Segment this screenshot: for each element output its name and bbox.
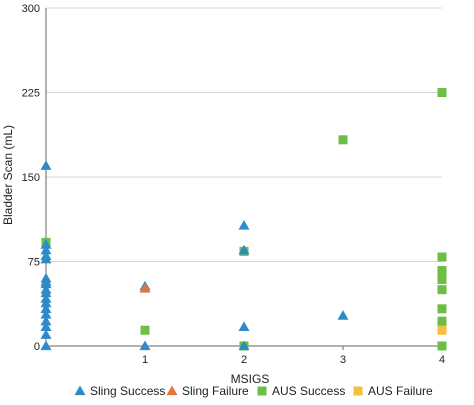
sling-success-point xyxy=(139,340,151,351)
aus-success-point xyxy=(437,266,447,276)
x-tick-label: 4 xyxy=(439,354,445,366)
aus-success-point xyxy=(437,318,447,328)
tick-labels: 0 75 150 225 300 1 2 3 4 xyxy=(22,3,445,366)
aus-success-point xyxy=(437,285,447,295)
x-tick-label: 3 xyxy=(340,354,346,366)
x-tick-label: 1 xyxy=(142,354,148,366)
y-tick-label: 75 xyxy=(28,257,40,269)
y-tick-label: 0 xyxy=(34,341,40,353)
aus-success-point xyxy=(437,88,447,97)
aus-success-point xyxy=(437,341,447,351)
aus-success-point xyxy=(437,252,447,262)
data-points xyxy=(40,88,447,351)
sling-success-point xyxy=(238,340,250,351)
aus-success-point xyxy=(338,135,348,145)
sling-success-point xyxy=(238,219,250,230)
sling-success-point xyxy=(238,321,250,331)
aus-success-point xyxy=(437,304,447,314)
axes xyxy=(45,8,443,350)
sling-failure-point xyxy=(139,283,151,293)
legend-item-aus-failure: AUS Failure xyxy=(353,384,433,398)
legend-label: Sling Success xyxy=(90,384,165,398)
legend-label: Sling Failure xyxy=(182,384,249,398)
legend-marker-aus-failure xyxy=(353,386,363,396)
sling-success-point xyxy=(40,315,52,326)
sling-success-point xyxy=(40,239,52,249)
sling-success-point xyxy=(40,287,52,298)
legend-label: AUS Failure xyxy=(368,384,433,398)
legend-label: AUS Success xyxy=(272,384,345,398)
sling-success-point xyxy=(40,303,52,313)
sling-success-point xyxy=(40,329,52,339)
legend-item-sling-success: Sling Success xyxy=(74,384,165,398)
legend-marker-sling-success xyxy=(74,385,86,396)
legend: Sling Success Sling Failure AUS Success AUS… xyxy=(74,384,433,398)
sling-success-point xyxy=(40,244,52,255)
legend-item-sling-failure: Sling Failure xyxy=(166,384,249,398)
sling-success-point xyxy=(40,160,52,170)
y-tick-label: 225 xyxy=(22,88,40,100)
x-axis-title: MSIGS xyxy=(231,372,270,386)
aus-success-point xyxy=(437,275,447,285)
aus-success-point xyxy=(140,325,150,335)
aus-success-point xyxy=(437,270,447,280)
sling-success-point xyxy=(40,321,52,331)
y-tick-label: 150 xyxy=(22,172,40,184)
y-axis-title: Bladder Scan (mL) xyxy=(1,125,15,225)
legend-marker-sling-failure xyxy=(166,385,178,396)
sling-success-point xyxy=(40,297,52,308)
sling-success-point xyxy=(40,278,52,289)
sling-success-point xyxy=(337,310,349,320)
y-tick-label: 300 xyxy=(22,3,40,15)
legend-item-aus-success: AUS Success xyxy=(257,384,345,398)
sling-success-point xyxy=(40,340,52,351)
sling-success-point xyxy=(40,253,52,264)
aus-failure-point xyxy=(437,325,447,335)
sling-success-point xyxy=(238,244,250,255)
gridlines xyxy=(46,7,442,262)
x-tick-label: 2 xyxy=(241,354,247,366)
sling-success-point xyxy=(40,308,52,319)
legend-marker-aus-success xyxy=(257,386,267,396)
